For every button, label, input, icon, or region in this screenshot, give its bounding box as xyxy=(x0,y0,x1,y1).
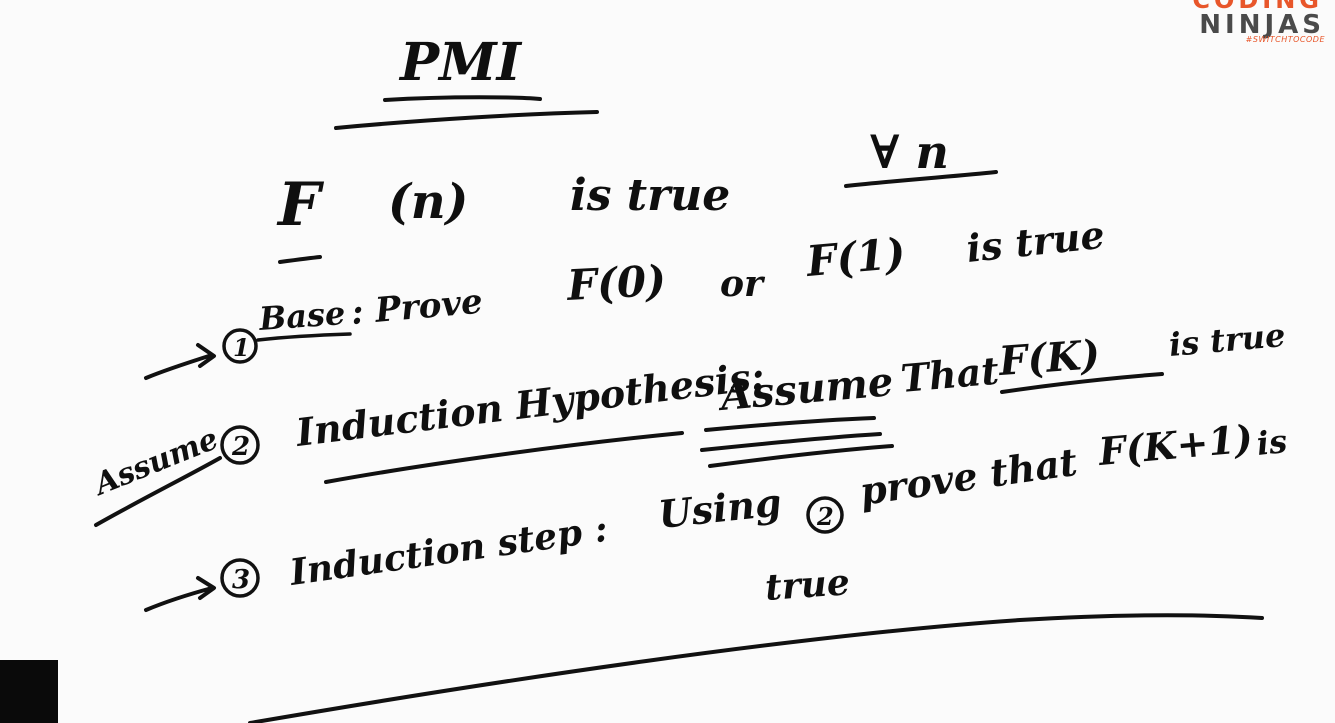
statement-function: F xyxy=(276,170,325,240)
function-underline xyxy=(278,255,322,264)
step1-number: 1 xyxy=(233,333,250,362)
video-overlay-corner xyxy=(0,660,58,723)
step3-is: is xyxy=(1255,422,1289,463)
step2-label: Induction Hypothesis: xyxy=(293,353,767,455)
statement-for-all: ∀ n xyxy=(870,125,949,179)
logo-top-text: CODING xyxy=(1192,0,1323,14)
step3-number: 3 xyxy=(232,565,250,595)
step3-using: Using xyxy=(656,479,783,537)
title-underline-2 xyxy=(334,110,599,130)
step1-or: or xyxy=(720,263,766,305)
step3-ref-circle-icon xyxy=(806,496,844,534)
step1-number-circle-icon xyxy=(222,328,258,364)
step3-true: true xyxy=(764,561,851,609)
step2-fk: F(K) xyxy=(996,331,1101,385)
coding-ninjas-logo: CODING NINJAS #SWITCHTOCODE xyxy=(1171,0,1331,48)
for-all-underline xyxy=(844,170,998,188)
step2-number-circle-icon xyxy=(220,425,260,465)
statement-is-true: is true xyxy=(570,170,730,221)
step1-is-true: is true xyxy=(964,212,1106,271)
title-underline xyxy=(383,95,542,102)
step3-number-circle-icon xyxy=(220,558,260,598)
step1-f1: F(1) xyxy=(804,229,908,287)
step3-fk1: F(K+1) xyxy=(1096,416,1255,474)
step3-prove-that: prove that xyxy=(857,439,1080,514)
assume-underline-3 xyxy=(708,444,894,468)
page-title: PMI xyxy=(398,32,523,93)
step1-label-underline xyxy=(256,332,352,342)
step1-label: Base xyxy=(257,294,347,338)
step2-that: That xyxy=(899,348,1001,401)
step1-arrow-icon xyxy=(144,343,216,380)
step2-number: 2 xyxy=(231,432,250,462)
statement-arg: (n) xyxy=(388,174,468,230)
bottom-separator-line xyxy=(248,613,1264,723)
step3-ref: 2 xyxy=(816,502,834,531)
step2-label-underline xyxy=(324,431,684,484)
step3-label: Induction step : xyxy=(286,508,610,594)
assume-underline-1 xyxy=(704,416,876,432)
logo-tagline: #SWITCHTOCODE xyxy=(1245,35,1325,44)
logo-wordmark: NINJAS xyxy=(1199,10,1325,40)
step3-arrow-icon xyxy=(144,576,216,612)
step1-text: : Prove xyxy=(349,282,484,333)
step1-f0: F(0) xyxy=(565,256,667,310)
assume-underline-2 xyxy=(700,432,882,452)
step2-is-true: is true xyxy=(1167,316,1286,364)
margin-note-underline xyxy=(94,456,222,527)
fk-underline xyxy=(1000,372,1164,394)
